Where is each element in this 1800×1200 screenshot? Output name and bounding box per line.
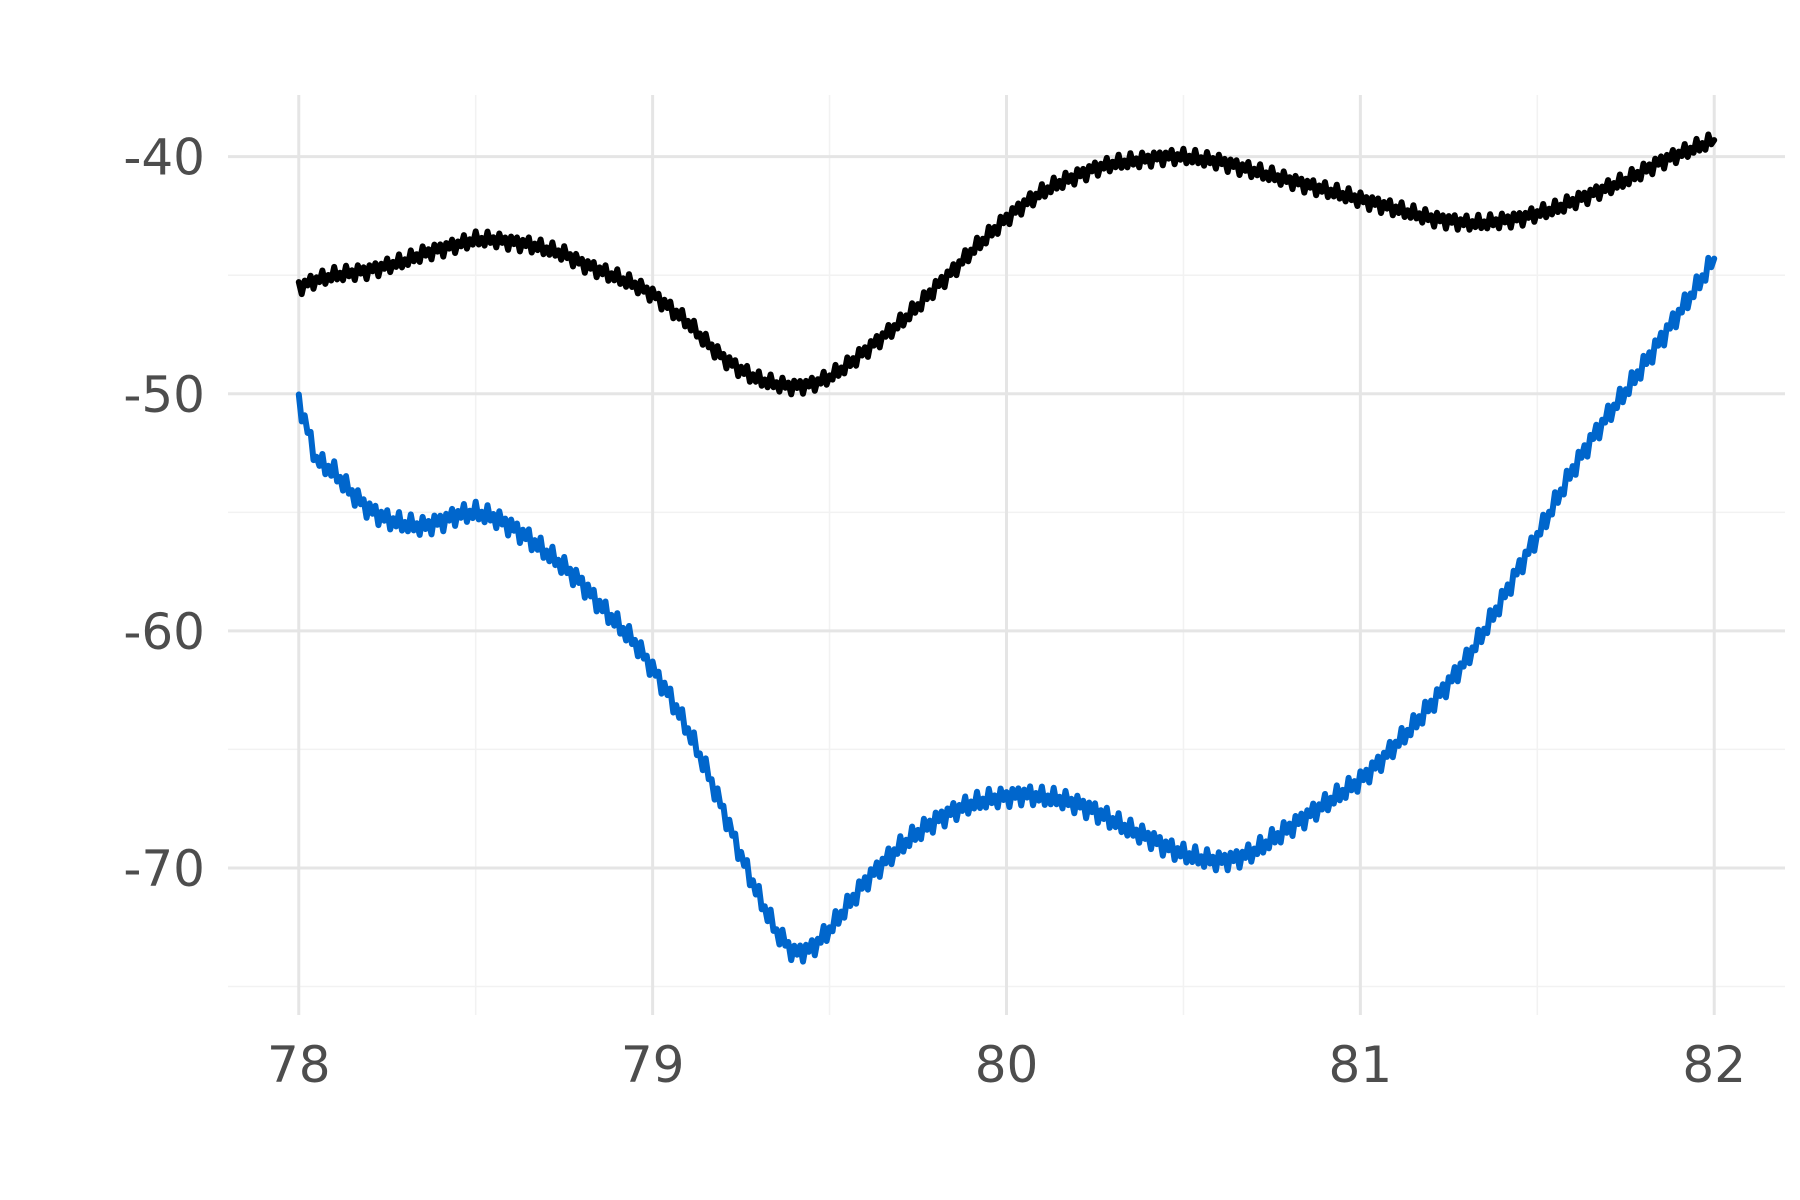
y-tick-label-3: -70 bbox=[123, 840, 205, 898]
x-axis-tick-labels: 78 79 80 81 82 bbox=[267, 1036, 1746, 1094]
y-axis-tick-labels: -40 -50 -60 -70 bbox=[123, 129, 205, 898]
series-line-1 bbox=[295, 254, 1718, 965]
y-tick-label-0: -40 bbox=[123, 129, 205, 187]
y-tick-label-2: -60 bbox=[123, 603, 205, 661]
x-tick-label-3: 81 bbox=[1329, 1036, 1393, 1094]
major-gridlines bbox=[228, 95, 1785, 1015]
x-tick-label-0: 78 bbox=[267, 1036, 331, 1094]
x-tick-label-1: 79 bbox=[621, 1036, 685, 1094]
y-tick-label-1: -50 bbox=[123, 366, 205, 424]
series-layer bbox=[295, 131, 1718, 965]
x-tick-label-2: 80 bbox=[975, 1036, 1039, 1094]
x-tick-label-4: 82 bbox=[1682, 1036, 1746, 1094]
series-line-0 bbox=[295, 131, 1718, 398]
